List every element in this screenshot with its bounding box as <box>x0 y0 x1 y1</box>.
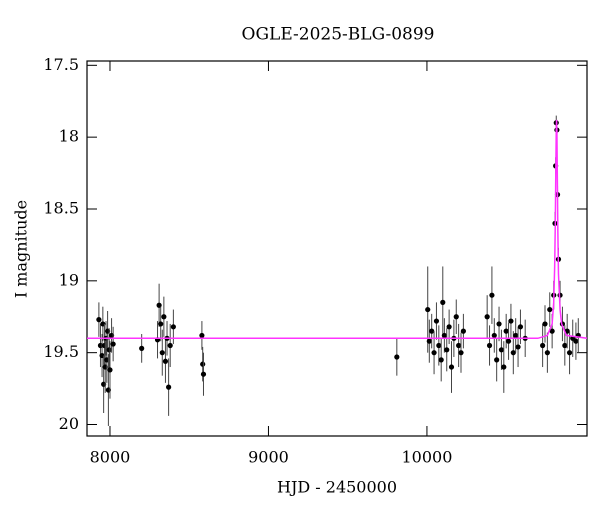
data-point <box>161 314 167 320</box>
plot-frame <box>86 60 588 437</box>
data-point <box>158 321 164 327</box>
data-point <box>167 342 173 349</box>
data-point <box>156 302 162 308</box>
data-point <box>460 328 466 334</box>
x-tick-label: 9000 <box>248 448 289 467</box>
y-axis-label: I magnitude <box>12 200 31 298</box>
data-point <box>199 332 205 339</box>
data-point <box>394 354 400 360</box>
data-point <box>170 324 176 330</box>
data-point <box>501 364 507 370</box>
data-point <box>489 292 495 298</box>
data-point <box>498 347 505 353</box>
data-point <box>429 328 435 334</box>
data-point <box>505 338 512 344</box>
data-point <box>162 358 169 364</box>
x-axis-label: HJD - 2450000 <box>277 478 397 497</box>
y-tick-label: 20 <box>59 414 79 433</box>
x-tick-label: 10000 <box>401 448 452 467</box>
y-tick-label: 17.5 <box>43 55 79 74</box>
data-point <box>166 384 172 390</box>
data-point <box>484 314 490 320</box>
data-point <box>510 350 516 356</box>
data-point <box>440 299 446 305</box>
data-point <box>494 357 500 363</box>
chart-title: OGLE-2025-BLG-0899 <box>242 25 435 45</box>
model-curve <box>87 119 588 340</box>
data-point <box>200 361 206 367</box>
x-tick-label: 8000 <box>90 448 131 467</box>
data-point <box>426 338 432 344</box>
data-point <box>425 306 431 313</box>
data-point <box>496 321 502 327</box>
data-point <box>107 367 113 373</box>
data-point <box>139 345 145 351</box>
data-point <box>549 328 555 334</box>
data-point <box>562 342 568 349</box>
data-point <box>508 318 514 324</box>
data-point <box>433 318 440 324</box>
data-point <box>441 332 447 339</box>
data-point <box>96 317 102 323</box>
data-point <box>544 350 550 356</box>
data-point <box>438 357 444 363</box>
data-point <box>106 347 112 353</box>
data-point <box>444 347 450 353</box>
data-point <box>540 342 546 349</box>
data-point <box>517 324 524 330</box>
data-point <box>436 342 442 349</box>
y-tick-label: 19.5 <box>43 342 79 361</box>
data-point <box>486 342 493 349</box>
data-point <box>456 342 462 349</box>
data-point <box>110 341 116 347</box>
y-tick-label: 18 <box>59 127 79 146</box>
data-point <box>448 364 455 370</box>
y-tick-label: 18.5 <box>43 198 79 217</box>
data-point <box>200 371 207 377</box>
data-point <box>491 332 497 339</box>
data-point <box>566 350 573 356</box>
data-point <box>159 350 165 356</box>
data-point <box>431 350 437 356</box>
data-point <box>547 306 553 313</box>
data-point <box>513 332 519 339</box>
y-tick-label: 19 <box>59 270 79 289</box>
data-point <box>458 350 464 356</box>
data-point <box>453 314 459 320</box>
data-point <box>446 324 452 330</box>
data-point <box>503 328 509 334</box>
data-point <box>515 344 521 350</box>
data-point <box>573 338 579 344</box>
data-point <box>542 321 548 327</box>
